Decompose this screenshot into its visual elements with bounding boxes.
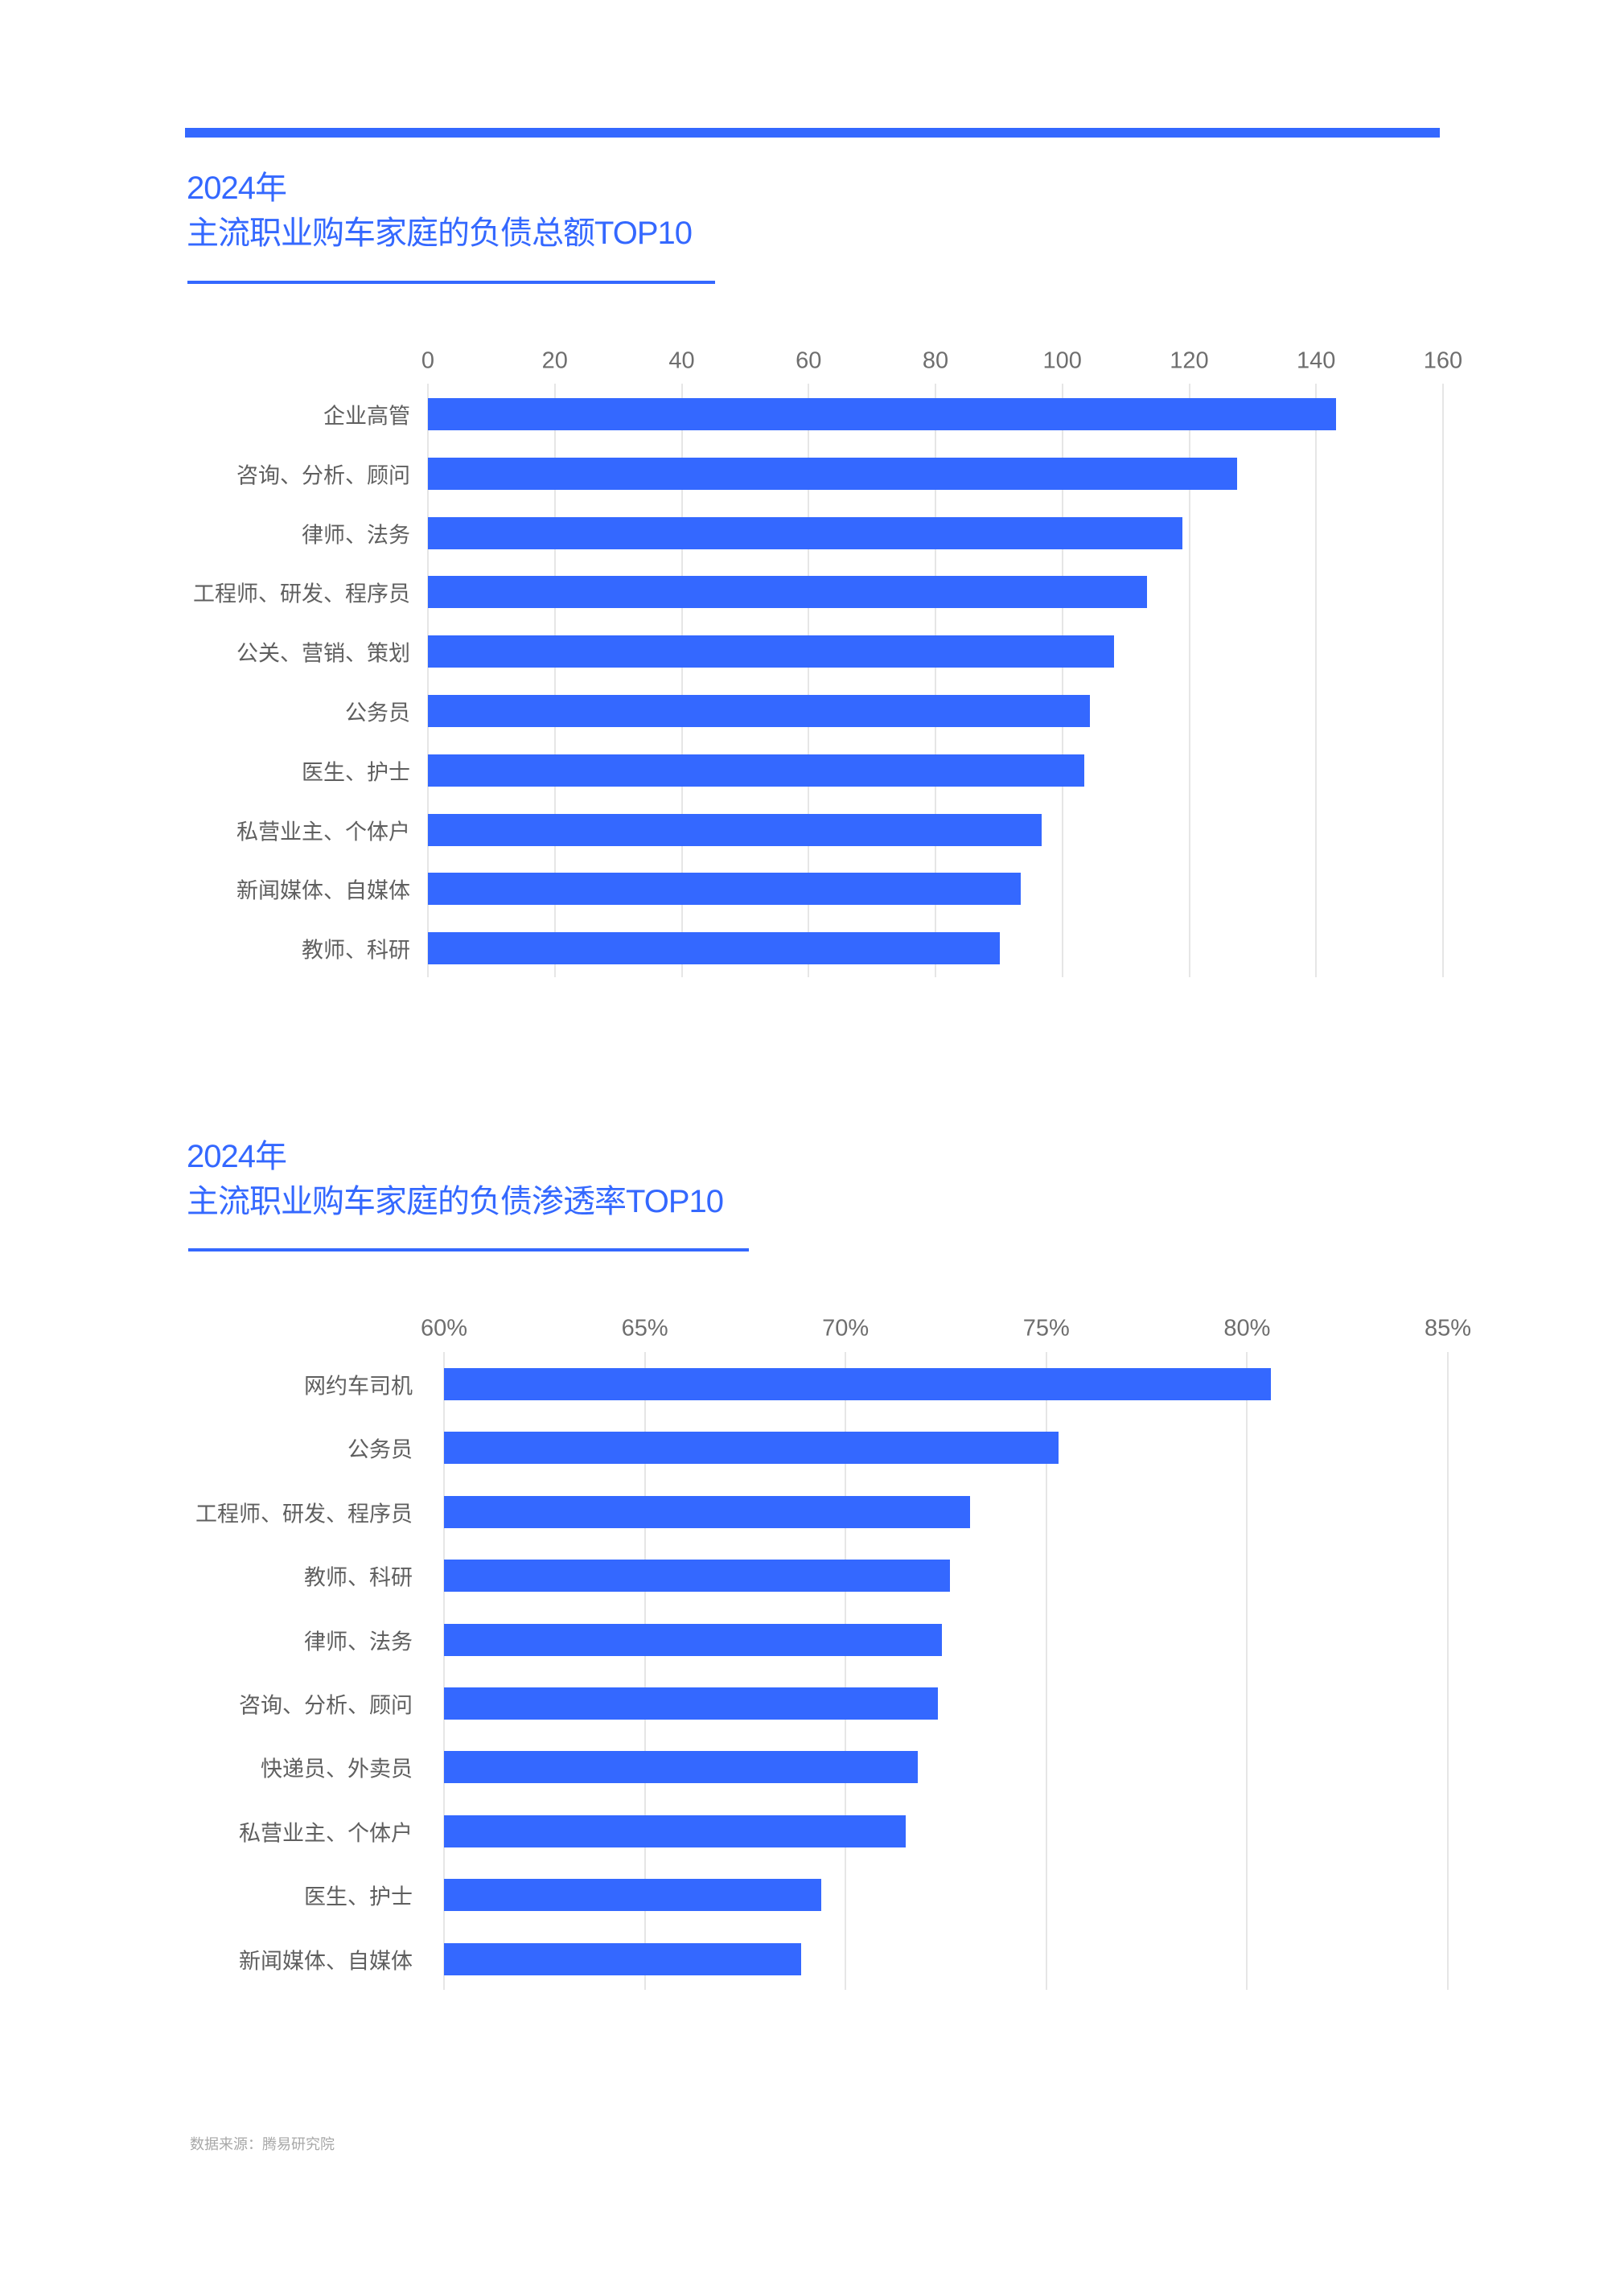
category-label: 公务员 — [347, 1437, 413, 1462]
category-label: 教师、科研 — [302, 938, 410, 963]
category-label: 教师、科研 — [304, 1565, 413, 1590]
x-axis-tick-label: 85% — [1424, 1315, 1472, 1342]
x-axis-tick-label: 120 — [1170, 347, 1209, 374]
x-axis-tick-label: 80 — [922, 347, 949, 374]
category-label: 新闻媒体、自媒体 — [236, 878, 410, 903]
gridline — [643, 1352, 646, 1990]
bar — [428, 457, 1238, 490]
category-label: 工程师、研发、程序员 — [195, 1502, 413, 1527]
bar — [444, 1942, 802, 1975]
chart1-title-year: 2024年 — [187, 171, 287, 206]
chart2-debt-penetration-bar-chart: 60% 65% 70% 75% 80% 85% 网约车司机公务员工程师、研发、程序员教师、科… — [195, 1315, 1472, 1990]
chart1-debt-total-bar-chart: 0 20 40 60 80 100 120 140 160 企业高管咨询、分析、顾问律师、法务工程… — [0, 0, 1624, 1046]
bar — [444, 1368, 1272, 1400]
gridline — [1447, 1352, 1449, 1990]
gridline — [443, 1352, 445, 1990]
x-axis-tick-label: 60% — [420, 1315, 468, 1342]
bar — [444, 1815, 907, 1847]
x-axis-tick-label: 140 — [1297, 347, 1336, 374]
bar — [444, 1687, 939, 1720]
gridline — [845, 1352, 847, 1990]
x-axis-tick-label: 40 — [668, 347, 695, 374]
chart2-title: 2024年 主流职业购车家庭的负债渗透率TOP10 — [187, 1134, 724, 1224]
category-label: 私营业主、个体户 — [236, 820, 410, 845]
chart2-title-underline — [188, 1248, 749, 1251]
x-axis-tick-label: 60 — [796, 347, 822, 374]
gridline — [1061, 384, 1063, 977]
x-axis-tick-label: 75% — [1022, 1315, 1070, 1342]
category-label: 新闻媒体、自媒体 — [239, 1949, 413, 1974]
gridline — [680, 384, 683, 977]
bar — [428, 813, 1042, 846]
category-label: 私营业主、个体户 — [239, 1821, 413, 1846]
category-label: 咨询、分析、顾问 — [239, 1693, 413, 1718]
x-axis-tick-label: 0 — [421, 347, 435, 374]
category-label: 律师、法务 — [304, 1630, 413, 1654]
category-label: 医生、护士 — [304, 1884, 413, 1909]
bar — [428, 635, 1114, 668]
gridline — [1442, 384, 1444, 977]
x-axis-tick-label: 80% — [1223, 1315, 1271, 1342]
data-source-note: 数据来源：腾易研究院 — [190, 2136, 335, 2152]
gridline — [935, 384, 936, 977]
bar — [428, 695, 1091, 727]
gridline — [1246, 1352, 1248, 1990]
bar — [428, 932, 1001, 965]
category-label: 医生、护士 — [302, 760, 410, 785]
chart1-title-main: 主流职业购车家庭的负债总额TOP10 — [187, 216, 693, 251]
x-axis-tick-label: 65% — [621, 1315, 668, 1342]
chart1-title: 2024年 主流职业购车家庭的负债总额TOP10 — [187, 166, 693, 256]
chart1-title-underline — [187, 281, 715, 284]
chart2-title-year: 2024年 — [187, 1139, 287, 1174]
x-axis-tick-label: 160 — [1423, 347, 1463, 374]
x-axis-tick-label: 70% — [822, 1315, 870, 1342]
category-label: 快递员、外卖员 — [261, 1757, 413, 1782]
bar — [428, 754, 1085, 787]
category-label: 网约车司机 — [304, 1374, 413, 1399]
bar — [428, 516, 1182, 549]
x-axis-tick-label: 20 — [541, 347, 568, 374]
bar — [428, 576, 1148, 609]
category-label: 咨询、分析、顾问 — [236, 463, 410, 488]
gridline — [1315, 384, 1318, 977]
bar — [428, 873, 1022, 906]
gridline — [1188, 384, 1190, 977]
category-label: 工程师、研发、程序员 — [193, 582, 410, 606]
top-accent-bar — [185, 128, 1440, 138]
category-label: 企业高管 — [323, 404, 410, 429]
gridline — [427, 384, 429, 977]
bar — [444, 1495, 970, 1528]
category-label: 律师、法务 — [302, 523, 410, 548]
bar — [444, 1432, 1059, 1465]
bar — [444, 1879, 822, 1912]
bar — [444, 1623, 942, 1656]
bar — [444, 1751, 919, 1784]
bar — [428, 398, 1336, 430]
category-label: 公务员 — [345, 701, 410, 725]
bar — [444, 1560, 950, 1593]
gridline — [808, 384, 810, 977]
gridline — [1045, 1352, 1047, 1990]
x-axis-tick-label: 100 — [1042, 347, 1082, 374]
chart2-title-main: 主流职业购车家庭的负债渗透率TOP10 — [187, 1184, 724, 1219]
gridline — [553, 384, 556, 977]
category-label: 公关、营销、策划 — [236, 641, 410, 666]
